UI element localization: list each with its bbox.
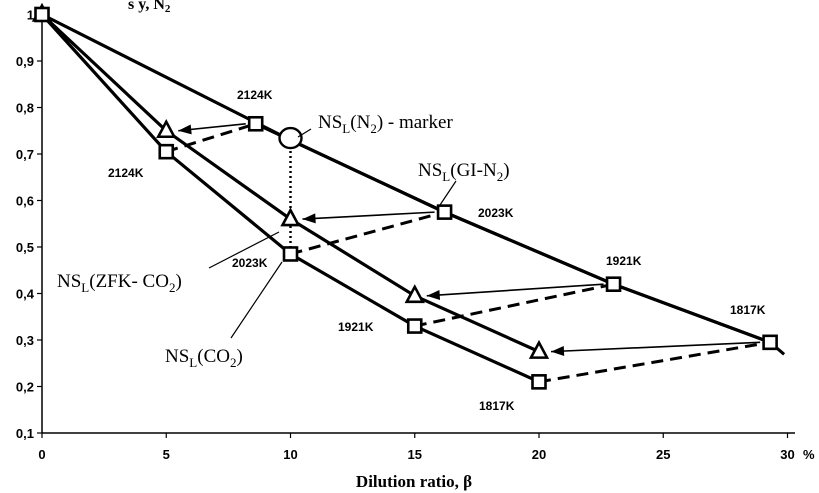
series-annotation-gi: NSL(GI-N2) xyxy=(418,160,510,184)
triangle-marker xyxy=(404,284,425,304)
x-tick-label: 30 xyxy=(780,447,794,462)
y-tick-label: 0,5 xyxy=(16,240,34,255)
square-marker xyxy=(282,246,299,262)
arrow-head xyxy=(426,289,441,300)
tick-labels: 0,10,20,30,40,50,60,70,80,910 5 10 15 20 25 30 xyxy=(16,8,795,463)
leader-line xyxy=(230,261,283,339)
top-fragment: s y, N2 xyxy=(128,0,171,15)
temperature-label: 1921K xyxy=(338,320,374,334)
y-tick-label: 0,1 xyxy=(16,426,34,441)
square-marker xyxy=(406,318,423,334)
square-marker xyxy=(158,143,175,160)
series-line-zfk xyxy=(40,13,540,354)
y-tick-label: 0,4 xyxy=(16,287,35,302)
arrows xyxy=(178,122,761,357)
y-tick-label: 1 xyxy=(27,8,34,23)
dashed-link xyxy=(414,282,614,328)
x-tick-label: 20 xyxy=(532,447,546,462)
x-tick-label: 15 xyxy=(408,447,422,462)
dashed-link xyxy=(538,340,771,384)
square-marker xyxy=(531,374,547,390)
y-tick-label: 0,3 xyxy=(16,333,34,348)
series-lines xyxy=(40,13,771,384)
y-tick-label: 0,9 xyxy=(16,54,34,69)
triangle-marker xyxy=(280,207,301,227)
square-marker xyxy=(436,204,453,220)
y-tick-label: 0,8 xyxy=(16,101,34,116)
series-annotation-n2: NSL(N2) - marker xyxy=(318,112,453,136)
arrow-head xyxy=(178,124,192,135)
leader-line xyxy=(208,231,280,269)
triangle-marker xyxy=(156,118,177,139)
square-marker xyxy=(247,115,264,132)
square-marker xyxy=(762,334,778,351)
dashed-link xyxy=(165,122,257,154)
y-tick-label: 0,6 xyxy=(16,194,34,209)
series-annotation-zfk: NSL(ZFK- CO2) xyxy=(57,271,182,295)
series-line-gi xyxy=(255,122,771,344)
annotations: s y, N2 Dilution ratio, β % 2124K 2124K 20… xyxy=(57,0,815,491)
temperature-label: 2124K xyxy=(108,166,144,180)
circle-marker xyxy=(278,126,303,150)
arrow-head xyxy=(302,213,316,224)
arrow-shaft xyxy=(426,283,604,297)
y-tick-label: 0,2 xyxy=(16,380,34,395)
temperature-label: 2023K xyxy=(232,256,268,270)
y-tick-label: 0,7 xyxy=(16,147,34,162)
temperature-label: 1817K xyxy=(479,399,515,413)
dashed-link xyxy=(290,210,445,256)
series-line-co2 xyxy=(40,13,540,384)
axes xyxy=(37,8,795,438)
x-tick-label: 0 xyxy=(38,447,45,462)
square-marker xyxy=(34,6,50,23)
temperature-label: 2124K xyxy=(237,88,273,102)
arrow-head xyxy=(551,346,565,357)
triangle-marker xyxy=(528,339,550,359)
temperature-label: 1817K xyxy=(730,303,766,317)
arrow-shaft xyxy=(550,341,761,353)
x-tick-label: 10 xyxy=(283,447,297,462)
arrow-shaft xyxy=(302,211,435,220)
x-axis-unit: % xyxy=(803,447,815,462)
temperature-label: 2023K xyxy=(478,206,514,220)
leader-line xyxy=(437,180,457,209)
leader-line xyxy=(297,128,312,138)
square-marker xyxy=(605,276,622,293)
series-line-n2 xyxy=(41,13,771,344)
x-tick-label: 5 xyxy=(163,447,170,462)
markers xyxy=(31,2,778,390)
x-tick-label: 25 xyxy=(656,447,670,462)
temperature-label: 1921K xyxy=(606,254,642,268)
series-annotation-co2: NSL(CO2) xyxy=(165,346,243,370)
x-axis-title: Dilution ratio, β xyxy=(356,472,472,491)
